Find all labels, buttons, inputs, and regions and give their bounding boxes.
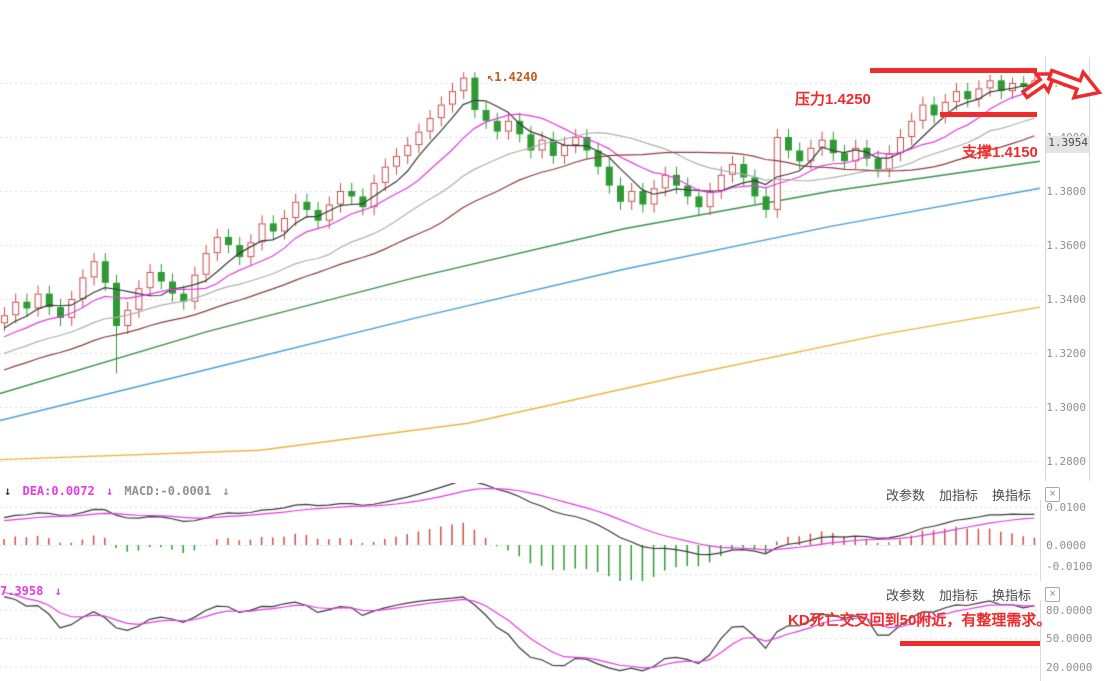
main-ytick: 1.4200	[1046, 77, 1086, 90]
dea-down-arrow-icon: ↓	[105, 484, 114, 498]
macd-value-label: MACD:-0.0001	[124, 484, 212, 498]
dif-down-arrow-icon: ↓	[4, 484, 12, 498]
resistance-label: 压力1.4250	[795, 91, 871, 108]
main-ytick: 1.3800	[1046, 185, 1086, 198]
peak-annotation: ↖1.4240	[487, 70, 538, 84]
macd-down-arrow-icon: ↓	[222, 484, 230, 498]
macd-add-indicator-button[interactable]: 加指标	[939, 488, 979, 503]
macd-axis-border	[1040, 500, 1041, 581]
kd-axis-border	[1040, 600, 1041, 681]
kd-ytick: 50.0000	[1046, 632, 1093, 645]
support-line	[940, 112, 1037, 117]
macd-close-button[interactable]: ×	[1045, 487, 1061, 502]
kd-d-value-label: 7.3958	[0, 584, 44, 598]
kd-down-arrow-icon: ↓	[54, 584, 62, 598]
support-label: 支撑1.4150	[962, 144, 1038, 161]
macd-panel-toolbar: 改参数 加指标 换指标 ×	[886, 485, 1061, 504]
main-ytick: 1.3200	[1046, 347, 1086, 360]
macd-panel-header: ↓ DEA:0.0072 ↓ MACD:-0.0001 ↓	[4, 484, 234, 498]
peak-arrow-icon: ↖	[487, 70, 495, 84]
main-candlestick-chart[interactable]	[0, 0, 1045, 483]
last-price-tag: 1.3954	[1046, 136, 1089, 153]
macd-ytick: -0.0100	[1046, 560, 1093, 573]
main-axis-outer-border	[1089, 57, 1090, 481]
kd-add-indicator-button[interactable]: 加指标	[939, 588, 979, 603]
peak-price-label: 1.4240	[494, 70, 538, 84]
resistance-line	[870, 68, 1037, 73]
dea-value-label: DEA:0.0072	[22, 484, 95, 498]
kd-note-label: KD死亡交叉回到50附近，有整理需求。	[788, 612, 1052, 629]
macd-ytick: 0.0000	[1046, 539, 1086, 552]
kd-note-underline	[900, 641, 1040, 646]
main-axis-border	[1045, 57, 1046, 481]
macd-edit-params-button[interactable]: 改参数	[886, 488, 926, 503]
main-ytick: 1.3400	[1046, 293, 1086, 306]
kd-ytick: 20.0000	[1046, 660, 1093, 674]
macd-switch-indicator-button[interactable]: 换指标	[992, 488, 1032, 503]
kd-switch-indicator-button[interactable]: 换指标	[992, 588, 1032, 603]
kd-close-button[interactable]: ×	[1045, 587, 1061, 602]
main-ytick: 1.3600	[1046, 239, 1086, 252]
macd-indicator-chart[interactable]	[0, 483, 1045, 583]
kd-edit-params-button[interactable]: 改参数	[886, 588, 926, 603]
kd-panel-header: 7.3958 ↓	[0, 584, 66, 598]
kd-indicator-chart[interactable]	[0, 583, 1045, 681]
main-ytick: 1.2800	[1046, 455, 1086, 468]
main-ytick: 1.3000	[1046, 401, 1086, 414]
kd-ytick: 80.0000	[1046, 603, 1093, 617]
kd-panel-toolbar: 改参数 加指标 换指标 ×	[886, 585, 1061, 604]
macd-ytick: 0.0100	[1046, 501, 1086, 514]
